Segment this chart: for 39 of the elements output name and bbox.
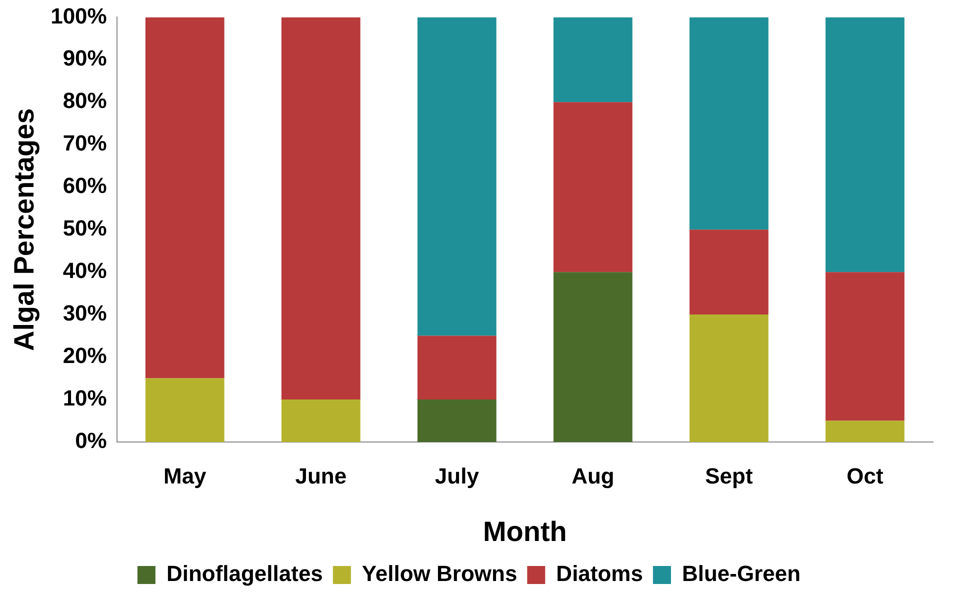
- y-tick-label: 60%: [62, 173, 107, 198]
- bar: [281, 17, 360, 400]
- bar: [281, 400, 360, 442]
- y-tick-label: 0%: [75, 428, 107, 454]
- x-axis-title: Month: [482, 516, 567, 547]
- bar: [826, 17, 904, 272]
- bar: [145, 17, 224, 378]
- bar: [826, 272, 904, 421]
- x-tick-label: Sept: [705, 463, 754, 488]
- y-tick-label: 70%: [62, 130, 107, 156]
- y-tick-label: 40%: [62, 258, 107, 284]
- x-tick-label: July: [434, 463, 480, 488]
- y-tick-label: 80%: [62, 88, 107, 114]
- bar: [417, 400, 496, 442]
- y-axis-title: Algal Percentages: [8, 108, 40, 351]
- legend-label: Dinoflagellates: [166, 561, 323, 586]
- y-tick-label: 20%: [62, 343, 107, 368]
- bar: [690, 314, 768, 442]
- bar: [554, 17, 632, 102]
- bar: [145, 378, 224, 442]
- y-tick-label: 90%: [62, 46, 107, 71]
- x-tick-label: Aug: [572, 463, 614, 488]
- bar: [417, 336, 496, 400]
- y-tick-label: 10%: [62, 386, 107, 411]
- y-tick-label: 50%: [62, 216, 107, 241]
- y-tick-label: 100%: [50, 3, 107, 28]
- legend-label: Blue-Green: [682, 561, 801, 586]
- bar: [690, 230, 768, 315]
- bar: [417, 17, 496, 336]
- bar: [690, 17, 768, 230]
- x-tick-label: June: [295, 463, 347, 488]
- legend-label: Diatoms: [556, 561, 643, 586]
- x-tick-label: May: [163, 463, 208, 488]
- legend-label: Yellow Browns: [362, 561, 518, 586]
- bar: [826, 420, 904, 442]
- x-tick-label: Oct: [846, 463, 884, 488]
- bar: [554, 102, 632, 272]
- y-tick-label: 30%: [62, 300, 107, 326]
- bar: [554, 272, 632, 442]
